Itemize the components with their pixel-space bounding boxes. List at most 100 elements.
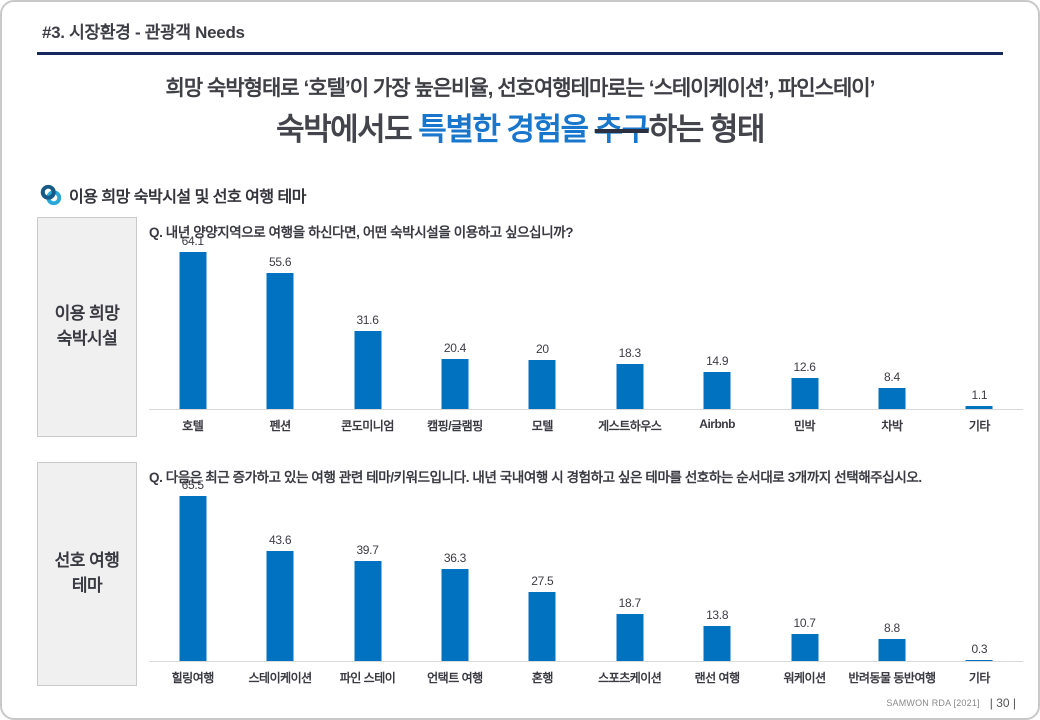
bar — [528, 591, 556, 661]
bar-value-label: 14.9 — [706, 354, 729, 369]
bar — [179, 495, 207, 661]
bar-column: 18.7 — [586, 492, 673, 661]
bar-column: 39.7 — [324, 492, 411, 661]
category-label: 기타 — [968, 671, 991, 685]
section-header: 이용 희망 숙박시설 및 선호 여행 테마 — [40, 183, 1038, 207]
bar-value-label: 64.1 — [181, 233, 204, 248]
category-label: 기타 — [968, 419, 991, 433]
bar-value-label: 43.6 — [269, 533, 292, 548]
bar-value-label: 55.6 — [269, 254, 292, 269]
category-axis: 호텔 펜션 콘도미니엄 캠핑/글램핑 모텔 게스트하우스 Airbnb 민박 차박 기타 — [149, 417, 1023, 434]
category-label: 콘도미니엄 — [341, 419, 394, 433]
bar-value-label: 31.6 — [356, 313, 379, 328]
plot-area: 65.5 43.6 39.7 36.3 27.5 18.7 13.8 10.7 8.8 0.3 — [149, 478, 1023, 662]
bar-column: 20 — [499, 247, 586, 409]
accommodation-bar-chart: Q. 내년 양양지역으로 여행을 하신다면, 어떤 숙박시설을 이용하고 싶으십… — [137, 217, 1023, 437]
panel-label-line: 선호 여행 — [54, 551, 120, 571]
headline-title-part2: 하는 형태 — [648, 112, 766, 147]
bar-value-label: 0.3 — [971, 641, 988, 656]
bar-column: 18.3 — [586, 247, 673, 409]
bar — [703, 372, 731, 409]
bar-value-label: 39.7 — [356, 542, 379, 557]
bar-column: 8.4 — [848, 247, 935, 409]
bar-column: 20.4 — [411, 247, 498, 409]
bar — [441, 358, 469, 409]
bar — [616, 364, 644, 409]
chart-question: Q. 다음은 최근 증가하고 있는 여행 관련 테마/키워드입니다. 내년 국내… — [149, 470, 922, 485]
category-label: 차박 — [881, 419, 903, 433]
category-label: 호텔 — [182, 419, 204, 433]
bar-value-label: 20.4 — [443, 340, 466, 355]
bar-column: 1.1 — [936, 247, 1023, 409]
bar-value-label: 27.5 — [531, 573, 554, 588]
bar — [354, 560, 382, 661]
bar — [791, 634, 819, 661]
bar — [878, 388, 906, 409]
bar-value-label: 18.7 — [618, 595, 641, 610]
section-title: 이용 희망 숙박시설 및 선호 여행 테마 — [69, 189, 306, 206]
bar — [441, 569, 469, 661]
bar-column: 65.5 — [149, 478, 236, 661]
headline-title-struck: 추구 — [594, 112, 651, 147]
bar-column: 27.5 — [499, 492, 586, 661]
category-label: 파인 스테이 — [339, 671, 396, 685]
bar-column: 8.8 — [848, 492, 935, 661]
footer-source: SAMWON RDA [2021] — [886, 698, 980, 708]
category-label: Airbnb — [699, 417, 735, 431]
bar-value-label: 1.1 — [971, 388, 988, 403]
header-divider — [37, 52, 1003, 55]
bar — [791, 378, 819, 409]
slide-footer: SAMWON RDA [2021] | 30 | — [886, 696, 1016, 710]
panel-label-line: 숙박시설 — [56, 329, 118, 348]
category-axis: 힐링여행 스테이케이션 파인 스테이 언택트 여행 혼행 스포츠케이션 랜선 여행 워케이션 반… — [149, 669, 1023, 686]
bar-column: 36.3 — [411, 492, 498, 661]
bar-column: 64.1 — [149, 234, 236, 409]
bar — [528, 359, 556, 409]
linked-rings-icon — [40, 184, 62, 206]
bar-column: 14.9 — [673, 247, 760, 409]
category-label: 스테이케이션 — [248, 671, 312, 685]
panel-label-accommodation: 이용 희망 숙박시설 — [37, 217, 137, 437]
category-label: 언택트 여행 — [427, 671, 483, 685]
bar — [354, 331, 382, 409]
panel-label-line: 이용 희망 — [54, 304, 120, 324]
bar-value-label: 12.6 — [793, 360, 816, 375]
bar — [266, 272, 294, 409]
category-label: 워케이션 — [783, 671, 826, 685]
bar-value-label: 20 — [535, 341, 549, 356]
travel-theme-panel: 선호 여행 테마 Q. 다음은 최근 증가하고 있는 여행 관련 테마/키워드입… — [37, 462, 1023, 686]
bar — [266, 551, 294, 661]
bar-value-label: 10.7 — [793, 616, 816, 631]
category-label: 민박 — [794, 419, 816, 433]
bar — [878, 638, 906, 661]
slide-header: #3. 시장환경 - 관광객 Needs — [2, 2, 1038, 43]
bar-column: 10.7 — [761, 492, 848, 661]
chart-question: Q. 내년 양양지역으로 여행을 하신다면, 어떤 숙박시설을 이용하고 싶으십… — [149, 225, 574, 240]
bar-value-label: 65.5 — [181, 477, 204, 492]
panel-label-theme: 선호 여행 테마 — [37, 462, 137, 686]
bar-value-label: 8.8 — [884, 620, 900, 635]
bar — [179, 251, 207, 409]
travel-theme-bar-chart: Q. 다음은 최근 증가하고 있는 여행 관련 테마/키워드입니다. 내년 국내… — [137, 462, 1023, 686]
bar — [703, 626, 731, 661]
bar-column: 0.3 — [936, 492, 1023, 661]
headline-title-highlight: 특별한 경험을 — [418, 112, 595, 147]
bar-column: 13.8 — [673, 492, 760, 661]
plot-area: 64.1 55.6 31.6 20.4 20 18.3 14.9 12.6 8.4 1.1 — [149, 234, 1023, 410]
page-title: #3. 시장환경 - 관광객 Needs — [42, 23, 245, 42]
bar-value-label: 8.4 — [884, 370, 900, 385]
bar — [965, 406, 993, 409]
category-label: 스포츠케이션 — [598, 671, 662, 685]
category-label: 캠핑/글램핑 — [427, 419, 483, 433]
category-label: 혼행 — [531, 671, 554, 685]
bar-column: 55.6 — [236, 247, 323, 409]
bar-column: 43.6 — [236, 492, 323, 661]
category-label: 힐링여행 — [171, 671, 215, 685]
bar-column: 31.6 — [324, 247, 411, 409]
bar-column: 12.6 — [761, 247, 848, 409]
panel-label-line: 테마 — [71, 576, 103, 595]
bar — [616, 613, 644, 661]
category-label: 랜선 여행 — [694, 671, 741, 685]
accommodation-panel: 이용 희망 숙박시설 Q. 내년 양양지역으로 여행을 하신다면, 어떤 숙박시… — [37, 217, 1023, 437]
